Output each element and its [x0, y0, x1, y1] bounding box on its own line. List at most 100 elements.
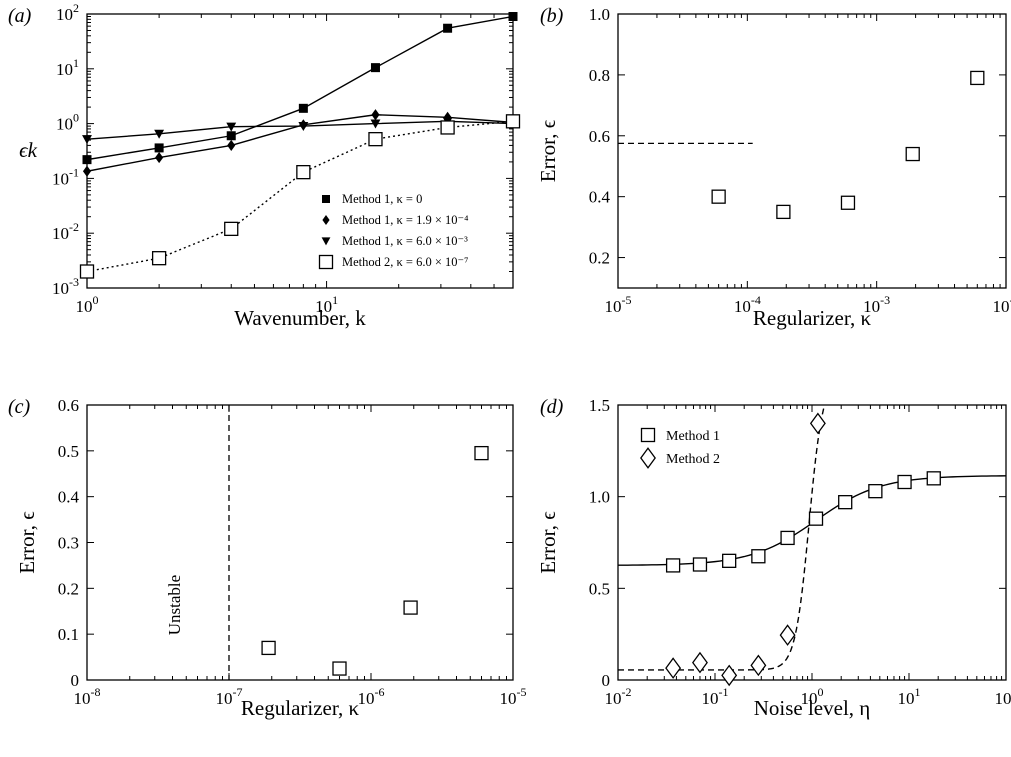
plot-frame	[86, 13, 514, 289]
data-point	[779, 624, 796, 646]
data-point	[640, 447, 656, 469]
x-tick-label: 10-1	[702, 685, 729, 708]
data-point	[226, 131, 236, 141]
y-tick-label: 0.5	[589, 579, 610, 598]
data-point	[368, 132, 383, 147]
x-tick-label: 10-7	[216, 685, 243, 708]
plot-frame	[617, 404, 1007, 681]
x-tick-label: 100	[801, 685, 824, 708]
data-point	[905, 146, 920, 162]
tick-exponent: -2	[622, 685, 632, 699]
legend-label: Method 1	[666, 429, 720, 444]
data-point	[224, 221, 239, 237]
y-tick-label: 1.0	[589, 5, 610, 24]
y-tick-label: 100	[56, 111, 79, 134]
tick-exponent: 0	[818, 685, 824, 699]
x-axis-label: Regularizer, κ	[753, 306, 872, 330]
tick-exponent: -1	[719, 685, 729, 699]
tick-exponent: -6	[375, 685, 385, 699]
data-point	[370, 119, 381, 129]
tick-base: 10	[605, 689, 622, 708]
y-tick-label: 101	[56, 56, 79, 79]
x-tick-label: 10-6	[358, 685, 385, 708]
chart-panel: 10-8 10-7 10-6 10-500.10.20.30.40.50.6Regul…	[8, 396, 527, 720]
data-point	[371, 109, 380, 121]
tick-exponent: 2	[73, 1, 79, 15]
data-point	[808, 511, 824, 526]
y-tick-label: 10-3	[52, 275, 79, 298]
y-tick-label: 1.0	[589, 488, 610, 507]
tick-exponent: -2	[1010, 293, 1011, 307]
data-point	[261, 640, 276, 656]
x-tick-label: 10-2	[605, 685, 632, 708]
series-line	[87, 120, 513, 273]
data-point	[970, 70, 985, 86]
y-tick-label: 0.5	[58, 442, 79, 461]
y-tick-label: 0.2	[58, 579, 79, 598]
y-axis-label: Error, ϵ	[536, 511, 560, 574]
data-point	[403, 600, 418, 615]
x-axis-label: Wavenumber, k	[234, 306, 366, 330]
tick-exponent: 1	[73, 56, 79, 70]
y-tick-label: 0.4	[58, 488, 80, 507]
tick-exponent: -5	[622, 293, 632, 307]
data-point	[82, 155, 92, 165]
y-tick-label: 0.8	[589, 66, 610, 85]
y-tick-label: 0.2	[589, 249, 610, 268]
data-point	[82, 135, 92, 145]
data-point	[722, 553, 737, 568]
data-point	[155, 151, 164, 164]
data-point	[640, 427, 656, 443]
data-point	[665, 558, 681, 573]
tick-base: 10	[315, 297, 332, 316]
tick-exponent: -8	[91, 685, 101, 699]
panel-label: (d)	[540, 396, 564, 418]
series-line	[87, 15, 513, 161]
data-point	[151, 251, 167, 266]
y-tick-label: 102	[56, 1, 79, 24]
tick-base: 10	[995, 689, 1011, 708]
y-tick-label: 0	[602, 671, 611, 690]
x-tick-label: 101	[315, 293, 338, 316]
y-tick-label: 0	[71, 671, 80, 690]
data-point	[79, 264, 95, 279]
data-point	[809, 412, 826, 435]
data-point	[665, 657, 682, 679]
tick-base: 10	[863, 297, 880, 316]
tick-exponent: 0	[93, 293, 99, 307]
y-tick-label: 0.6	[589, 127, 610, 146]
data-point	[692, 651, 708, 674]
x-tick-label: 10-3	[863, 293, 890, 316]
panel-label: (a)	[8, 5, 32, 27]
y-tick-label: 0.1	[58, 625, 79, 644]
tick-base: 10	[52, 169, 69, 188]
tick-base: 10	[56, 115, 73, 134]
tick-exponent: -1	[69, 165, 79, 179]
legend-label: Method 1, κ = 1.9 × 10⁻⁴	[342, 213, 469, 227]
data-point	[840, 195, 856, 210]
panel-label: (b)	[540, 5, 564, 27]
data-point	[370, 63, 380, 73]
tick-base: 10	[605, 297, 622, 316]
data-point	[443, 23, 453, 33]
data-point	[721, 664, 738, 687]
chart-panel: 10-510-410-310-20.20.40.60.81.0Regulariz…	[536, 5, 1011, 330]
data-point	[322, 195, 330, 203]
tick-base: 10	[993, 297, 1010, 316]
x-tick-label: 10-5	[605, 293, 632, 316]
x-tick-label: 102	[995, 685, 1011, 708]
legend-label: Method 2, κ = 6.0 × 10⁻⁷	[342, 255, 469, 269]
tick-exponent: -7	[233, 685, 243, 699]
tick-exponent: 0	[73, 111, 79, 125]
y-tick-label: 0.3	[58, 534, 79, 553]
data-point	[296, 165, 311, 180]
data-point	[474, 445, 489, 461]
data-point	[750, 654, 767, 677]
tick-base: 10	[52, 279, 69, 298]
data-point	[711, 189, 726, 204]
tick-exponent: -3	[69, 275, 79, 289]
x-axis-label: Noise level, η	[754, 696, 871, 720]
x-tick-label: 100	[76, 293, 99, 316]
data-point	[508, 12, 518, 22]
y-tick-label: 0.4	[589, 188, 611, 207]
